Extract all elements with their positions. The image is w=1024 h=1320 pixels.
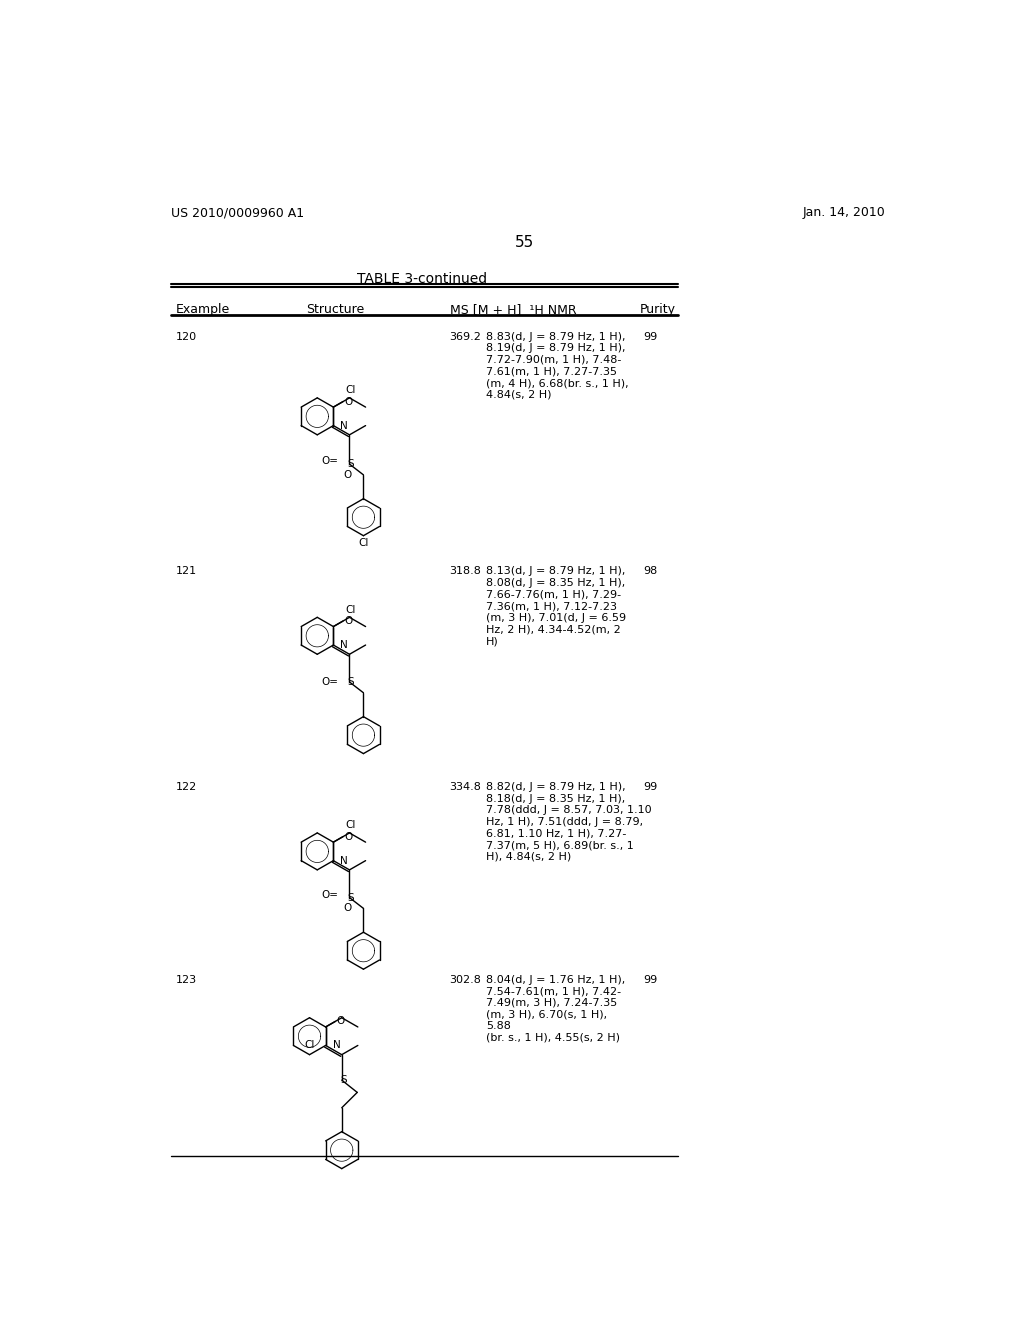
Text: 121: 121 <box>176 566 198 577</box>
Text: 8.13(d, J = 8.79 Hz, 1 H),
8.08(d, J = 8.35 Hz, 1 H),
7.66-7.76(m, 1 H), 7.29-
7: 8.13(d, J = 8.79 Hz, 1 H), 8.08(d, J = 8… <box>486 566 626 645</box>
Text: 99: 99 <box>643 781 657 792</box>
Text: N: N <box>340 421 348 430</box>
Text: Cl: Cl <box>346 605 356 615</box>
Text: S: S <box>340 1074 346 1085</box>
Text: 8.83(d, J = 8.79 Hz, 1 H),
8.19(d, J = 8.79 Hz, 1 H),
7.72-7.90(m, 1 H), 7.48-
7: 8.83(d, J = 8.79 Hz, 1 H), 8.19(d, J = 8… <box>486 331 629 400</box>
Text: S: S <box>348 459 354 469</box>
Text: O: O <box>337 1016 345 1027</box>
Text: 99: 99 <box>643 331 657 342</box>
Text: Structure: Structure <box>306 304 365 317</box>
Text: 55: 55 <box>515 235 535 251</box>
Text: 334.8: 334.8 <box>450 781 481 792</box>
Text: 123: 123 <box>176 974 198 985</box>
Text: 8.82(d, J = 8.79 Hz, 1 H),
8.18(d, J = 8.35 Hz, 1 H),
7.78(ddd, J = 8.57, 7.03, : 8.82(d, J = 8.79 Hz, 1 H), 8.18(d, J = 8… <box>486 781 651 862</box>
Text: Cl: Cl <box>358 539 369 548</box>
Text: 122: 122 <box>176 781 198 792</box>
Text: N: N <box>340 855 348 866</box>
Text: Cl: Cl <box>346 385 356 395</box>
Text: O: O <box>344 903 352 913</box>
Text: S: S <box>348 892 354 903</box>
Text: O: O <box>344 616 352 626</box>
Text: Jan. 14, 2010: Jan. 14, 2010 <box>802 206 885 219</box>
Text: 318.8: 318.8 <box>450 566 481 577</box>
Text: O=: O= <box>322 455 339 466</box>
Text: S: S <box>348 677 354 686</box>
Text: O: O <box>344 396 352 407</box>
Text: O=: O= <box>322 890 339 899</box>
Text: O=: O= <box>322 677 339 686</box>
Text: Example: Example <box>176 304 230 317</box>
Text: Cl: Cl <box>346 820 356 830</box>
Text: N: N <box>340 640 348 649</box>
Text: 369.2: 369.2 <box>450 331 481 342</box>
Text: 302.8: 302.8 <box>450 974 481 985</box>
Text: 120: 120 <box>176 331 198 342</box>
Text: O: O <box>344 832 352 842</box>
Text: 8.04(d, J = 1.76 Hz, 1 H),
7.54-7.61(m, 1 H), 7.42-
7.49(m, 3 H), 7.24-7.35
(m, : 8.04(d, J = 1.76 Hz, 1 H), 7.54-7.61(m, … <box>486 974 626 1043</box>
Text: US 2010/0009960 A1: US 2010/0009960 A1 <box>171 206 304 219</box>
Text: MS [M + H]  ¹H NMR: MS [M + H] ¹H NMR <box>450 304 577 317</box>
Text: Purity: Purity <box>640 304 676 317</box>
Text: N: N <box>333 1040 340 1051</box>
Text: O: O <box>344 470 352 480</box>
Text: 99: 99 <box>643 974 657 985</box>
Text: TABLE 3-continued: TABLE 3-continued <box>357 272 487 286</box>
Text: Cl: Cl <box>304 1040 314 1051</box>
Text: 98: 98 <box>643 566 657 577</box>
